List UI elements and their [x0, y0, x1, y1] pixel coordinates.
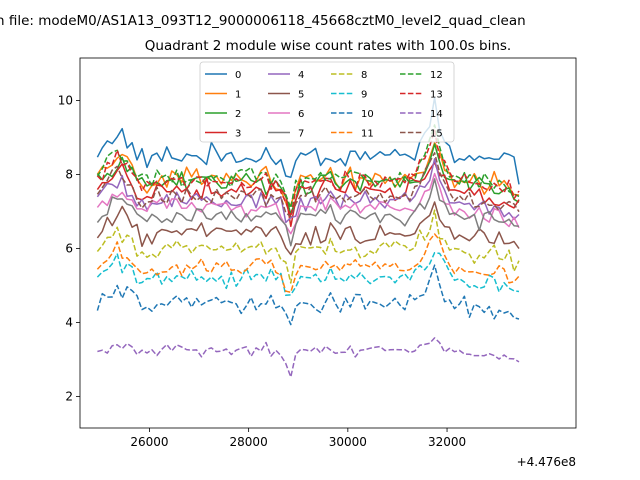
legend-label-12: 12	[430, 70, 443, 81]
series-line-3	[96, 161, 520, 228]
legend-label-3: 3	[235, 129, 241, 140]
x-tick-label: 26000	[130, 435, 168, 449]
series-line-1	[96, 141, 520, 206]
figure-suptitle: n file: modeM0/AS1A13_093T12_9000006118_…	[0, 13, 526, 29]
series-line-4	[96, 158, 520, 224]
series-line-0	[96, 97, 520, 185]
y-tick-label: 8	[65, 168, 73, 182]
series-line-13	[96, 129, 520, 218]
series-line-9	[96, 251, 520, 297]
series-line-6	[96, 172, 520, 235]
x-tick-label: 32000	[428, 435, 466, 449]
legend-label-1: 1	[235, 90, 241, 101]
x-axis: 26000 28000 30000 32000	[130, 428, 466, 449]
series-line-8	[96, 209, 520, 284]
y-tick-label: 10	[58, 94, 73, 108]
legend-label-9: 9	[361, 90, 367, 101]
y-axis: 2 4 6 8 10	[58, 94, 80, 404]
series-line-15	[96, 152, 520, 218]
legend-label-0: 0	[235, 70, 241, 81]
axes-frame	[79, 57, 577, 429]
y-tick-label: 2	[65, 390, 73, 404]
legend-label-11: 11	[361, 129, 374, 140]
series-line-10	[96, 264, 520, 326]
legend-label-4: 4	[298, 70, 304, 81]
legend-label-15: 15	[430, 129, 443, 140]
x-tick-label: 30000	[329, 435, 367, 449]
series-layer	[96, 97, 520, 378]
legend-label-5: 5	[298, 90, 304, 101]
series-line-11	[96, 233, 520, 294]
series-line-7	[96, 178, 520, 247]
y-tick-label: 6	[65, 242, 73, 256]
legend-label-6: 6	[298, 109, 304, 120]
y-tick-label: 4	[65, 316, 73, 330]
x-offset-label: +4.476e8	[517, 455, 576, 469]
legend-label-2: 2	[235, 109, 241, 120]
legend-label-10: 10	[361, 109, 374, 120]
series-line-12	[96, 124, 520, 209]
legend-label-14: 14	[430, 109, 443, 120]
legend-box	[199, 61, 455, 143]
series-line-14	[97, 337, 520, 378]
legend-label-8: 8	[361, 70, 367, 81]
legend-label-7: 7	[298, 129, 304, 140]
chart-title: Quadrant 2 module wise count rates with …	[145, 38, 511, 54]
series-line-5	[96, 201, 520, 256]
x-tick-label: 28000	[230, 435, 268, 449]
legend-label-13: 13	[430, 90, 443, 101]
